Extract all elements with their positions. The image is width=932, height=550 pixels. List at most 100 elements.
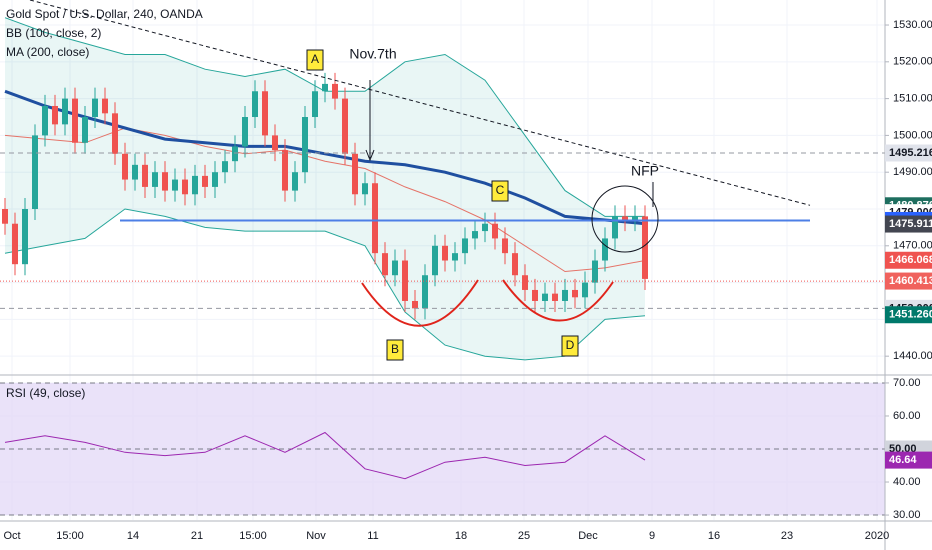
rsi-line <box>4 431 646 480</box>
candle-body <box>202 175 208 187</box>
candle-body <box>362 183 368 195</box>
candle-body <box>172 179 178 191</box>
chart-title: Gold Spot / U.S. Dollar, 240, OANDA <box>6 7 203 21</box>
nfp-circle <box>591 185 659 253</box>
candle-body <box>2 208 8 224</box>
annotation: NFP <box>631 163 659 179</box>
badge <box>386 339 404 361</box>
candle-body <box>272 135 278 151</box>
price-label: 1460.413 <box>889 275 932 287</box>
candle-body <box>512 253 518 276</box>
price-label: 1451.260 <box>889 309 932 321</box>
drawings <box>306 49 659 361</box>
candle-body <box>242 117 248 147</box>
candle-body <box>412 300 418 309</box>
ma-line <box>4 89 646 226</box>
price-label: 46.64 <box>889 454 917 466</box>
indicator-label: MA (200, close) <box>6 45 89 59</box>
candle-body <box>322 83 328 92</box>
arrow-head <box>365 149 375 162</box>
candle-body <box>342 98 348 154</box>
y-tick-label: 1490.000 <box>893 166 932 178</box>
candle-body <box>282 150 288 191</box>
plot <box>0 0 885 516</box>
candle-body <box>582 282 588 298</box>
price-label-box <box>885 215 932 233</box>
candle-body <box>262 91 268 136</box>
candle-body <box>252 91 258 118</box>
annotation: D <box>566 338 575 352</box>
price-label: 1495.216 <box>889 147 932 159</box>
candle-body <box>122 153 128 180</box>
x-tick-label: 21 <box>191 530 203 542</box>
candle-body <box>152 172 158 187</box>
bb-lower-line <box>4 208 646 361</box>
candle-body <box>492 223 498 239</box>
badge <box>491 180 509 202</box>
candle-body <box>592 260 598 283</box>
candle-body <box>372 183 378 254</box>
candle-body <box>142 164 148 187</box>
annotation: Nov.7th <box>349 46 396 62</box>
candle-body <box>622 216 628 221</box>
price-label: 1466.068 <box>889 254 932 266</box>
price-label-box <box>885 272 932 290</box>
candle-body <box>232 146 238 162</box>
candle-body <box>112 113 118 154</box>
price-label-box <box>885 144 932 162</box>
candle-body <box>52 105 58 125</box>
candle-body <box>522 275 528 290</box>
x-tick-label: 23 <box>781 530 793 542</box>
candle-body <box>562 289 568 301</box>
candle-body <box>12 223 18 265</box>
candle-body <box>22 208 28 265</box>
candle-body <box>392 260 398 276</box>
rsi-title: RSI (49, close) <box>6 386 85 400</box>
candle-body <box>642 216 648 279</box>
y-tick-label: 1530.000 <box>893 19 932 31</box>
candle-body <box>302 117 308 173</box>
candle-body <box>442 245 448 261</box>
candle-body <box>212 172 218 187</box>
y-tick-label: 70.00 <box>893 377 921 389</box>
candle-body <box>552 293 558 301</box>
x-tick-label: Oct <box>3 530 20 542</box>
candle-body <box>612 216 618 239</box>
y-tick-label: 1520.000 <box>893 56 932 68</box>
y-tick-label: 40.00 <box>893 476 921 488</box>
candle-body <box>292 172 298 191</box>
y-tick-label: 1500.000 <box>893 129 932 141</box>
price-label-box <box>885 251 932 269</box>
candle-body <box>72 98 78 143</box>
candle-body <box>422 275 428 309</box>
y-tick-label: 30.00 <box>893 509 921 521</box>
y-tick-label: 1440.000 <box>893 350 932 362</box>
candle-body <box>382 253 388 276</box>
candle-body <box>192 175 198 195</box>
curve-d <box>502 279 614 322</box>
candle-body <box>532 289 538 301</box>
price-label: 1475.911 <box>889 218 932 230</box>
x-tick-label: 16 <box>708 530 720 542</box>
price-label-box <box>885 451 932 469</box>
candle-body <box>92 98 98 118</box>
curve-b <box>361 279 479 327</box>
candle-body <box>352 153 358 195</box>
annotation: B <box>391 342 399 356</box>
candle-body <box>182 179 188 195</box>
x-tick-label: 11 <box>367 530 378 542</box>
candle-body <box>542 293 548 301</box>
candle-body <box>432 245 438 276</box>
candle-body <box>462 238 468 254</box>
x-tick-label: 15:00 <box>56 530 84 542</box>
x-tick-label: 18 <box>455 530 467 542</box>
candle-body <box>332 83 338 99</box>
badge <box>306 49 324 71</box>
candle-body <box>472 231 478 239</box>
candle-body <box>222 161 228 173</box>
x-tick-label: Dec <box>578 530 598 542</box>
trendline <box>29 0 811 206</box>
candle-body <box>32 135 38 209</box>
